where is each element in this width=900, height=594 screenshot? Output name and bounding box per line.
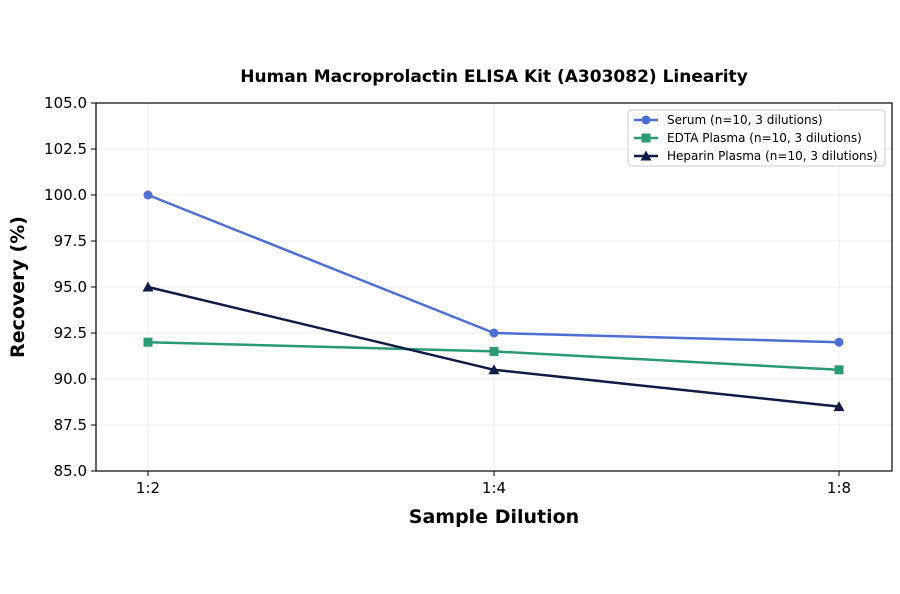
series-2: [142, 281, 845, 412]
x-tick-label: 1:8: [827, 479, 851, 497]
y-tick-label: 102.5: [44, 140, 87, 158]
series-line: [147, 193, 840, 344]
series-lines: [142, 190, 845, 412]
x-axis-ticks: 1:2 1:4 1:8: [136, 471, 851, 497]
legend-box: [627, 109, 886, 167]
x-tick-label: 1:2: [136, 479, 160, 497]
data-point-marker: [489, 328, 499, 338]
y-tick-label: 95.0: [54, 278, 87, 296]
legend-label: EDTA Plasma (n=10, 3 dilutions): [667, 131, 862, 145]
data-point-marker: [834, 365, 844, 375]
y-tick-label: 85.0: [54, 462, 87, 480]
x-axis-label: Sample Dilution: [409, 506, 579, 528]
legend-marker: [641, 115, 651, 125]
data-point-marker: [489, 346, 499, 356]
y-axis-label: Recovery (%): [7, 216, 29, 358]
y-axis-ticks: 85.0 87.5 90.0 92.5 95.0 97.5 100.0 102.5 105.0: [44, 94, 96, 480]
y-tick-label: 97.5: [54, 232, 87, 250]
y-tick-label: 87.5: [54, 416, 87, 434]
data-point-marker: [143, 190, 153, 200]
legend-label: Heparin Plasma (n=10, 3 dilutions): [667, 149, 878, 163]
legend-marker: [640, 150, 652, 161]
y-tick-label: 105.0: [44, 94, 87, 112]
legend-item: EDTA Plasma (n=10, 3 dilutions): [634, 131, 862, 145]
legend-label: Serum (n=10, 3 dilutions): [667, 113, 823, 127]
x-tick-label: 1:4: [482, 479, 506, 497]
series-1: [143, 337, 844, 375]
series-0: [143, 190, 844, 347]
y-tick-label: 90.0: [54, 370, 87, 388]
plot-area-frame: [95, 102, 893, 472]
chart-title: Human Macroprolactin ELISA Kit (A303082)…: [240, 67, 748, 87]
legend: Serum (n=10, 3 dilutions) EDTA Plasma (n=…: [627, 109, 886, 167]
legend-item: Serum (n=10, 3 dilutions): [634, 113, 823, 127]
legend-marker: [641, 133, 651, 143]
data-point-marker: [488, 364, 500, 375]
data-point-marker: [142, 281, 154, 292]
data-point-marker: [143, 337, 153, 347]
series-line: [147, 285, 840, 408]
y-tick-label: 92.5: [54, 324, 87, 342]
y-tick-label: 100.0: [44, 186, 87, 204]
data-point-marker: [834, 337, 844, 347]
legend-item: Heparin Plasma (n=10, 3 dilutions): [634, 149, 878, 163]
data-point-marker: [833, 401, 845, 412]
